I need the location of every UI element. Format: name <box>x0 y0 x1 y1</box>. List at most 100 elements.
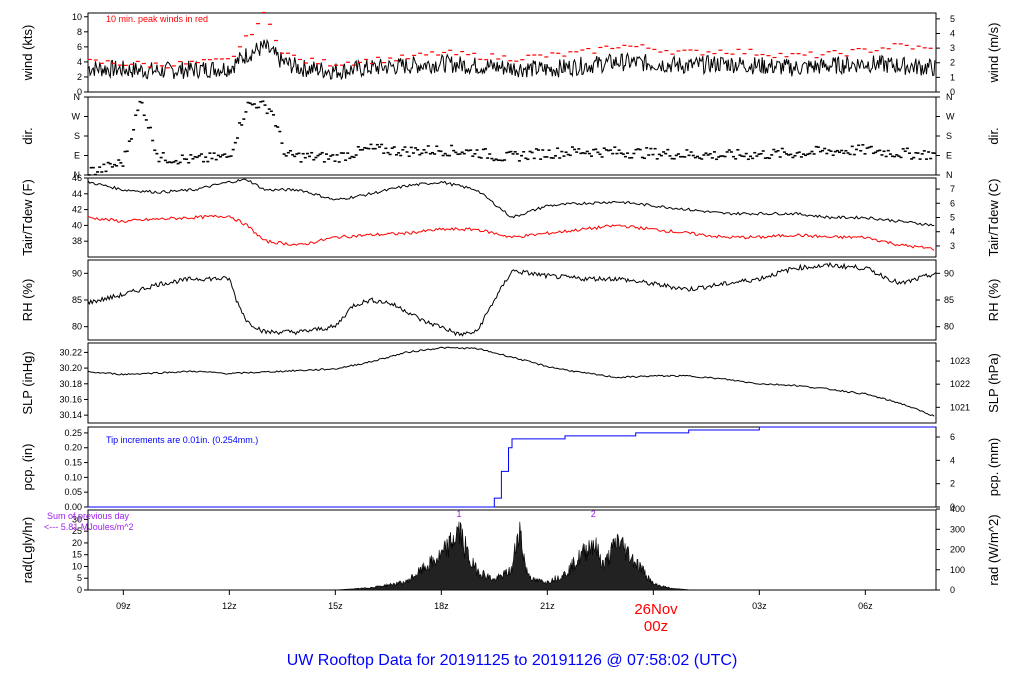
dir-category-label-left: W <box>72 112 81 122</box>
panel-temp: Tair/Tdew (F) Tair/Tdew (C) 38 40 42 44 46 3 4 5 6… <box>20 173 1001 258</box>
wind-ytick-label-right: 5 <box>950 14 955 24</box>
panel-rad-ylabel-right: rad (W/m^2) <box>986 514 1001 585</box>
pcp-ytick-label-right: 2 <box>950 479 955 489</box>
wind-ytick-label-left: 0 <box>77 87 82 97</box>
panel-rad: rad(Lgly/hr) rad (W/m^2)05101520253001002… <box>20 504 1001 595</box>
slp-ytick-label-right: 1021 <box>950 402 970 412</box>
pcp-ytick-label-left: 0.00 <box>64 502 82 512</box>
panel-rh-frame <box>87 259 937 341</box>
rad-ytick-label-left: 0 <box>77 585 82 595</box>
x-tick-label: 15z <box>328 601 343 611</box>
rad-area <box>88 521 936 591</box>
slp-ytick-label-right: 1022 <box>950 379 970 389</box>
dir-category-label-left: N <box>74 170 81 180</box>
slp-ytick-label-right: 1023 <box>950 356 970 366</box>
rh-ytick-label-left: 90 <box>72 268 82 278</box>
temp-ytick-label-right: 4 <box>950 227 955 237</box>
rh-ytick-label-left: 80 <box>72 322 82 332</box>
temp-ytick-label-right: 3 <box>950 241 955 251</box>
x-axis: 09z 12z 15z 18z 21z 03z 06z <box>116 590 873 611</box>
tdew-line <box>87 214 935 251</box>
slp-line <box>87 346 935 417</box>
wind-line <box>87 38 936 81</box>
dir-category-label-left: N <box>74 92 81 102</box>
rad-ytick-label-left: 25 <box>72 526 82 536</box>
wind-ytick-label-right: 2 <box>950 58 955 68</box>
pcp-ytick-label-right: 6 <box>950 432 955 442</box>
wind-ytick-label-right: 3 <box>950 43 955 53</box>
rad-note-line1: Sum of previous day <box>47 511 130 521</box>
rad-ytick-label-right: 0 <box>950 585 955 595</box>
panel-pcp-ylabel-left: pcp. (in) <box>20 444 35 491</box>
x-tick-label: 21z <box>540 601 555 611</box>
pcp-ytick-label-right: 0 <box>950 502 955 512</box>
rad-ytick-label-left: 20 <box>72 538 82 548</box>
dir-category-label-left: S <box>74 131 80 141</box>
dir-category-label-right: S <box>946 131 952 141</box>
panel-slp: SLP (inHg) SLP (hPa) 30.14 30.16 30.18 30.20 3… <box>20 342 1001 424</box>
panel-dir-frame <box>87 96 937 176</box>
x-tick-label: 09z <box>116 601 131 611</box>
panel-temp-ylabel-right: Tair/Tdew (C) <box>986 178 1001 256</box>
temp-ytick-label-right: 7 <box>950 184 955 194</box>
temp-ytick-label-left: 38 <box>72 236 82 246</box>
rad-ytick-label-right: 300 <box>950 524 965 534</box>
x-tick-label: 06z <box>858 601 873 611</box>
panel-wind: wind (kts) wind (m/s) 0 2 4 6 8 10 0 1 2 3 4 5 10 min.… <box>20 12 1001 97</box>
panel-rh-ylabel-left: RH (%) <box>20 279 35 322</box>
rh-ytick-label-right: 85 <box>944 295 954 305</box>
rad-ytick-label-left: 30 <box>72 514 82 524</box>
pcp-ytick-label-left: 0.20 <box>64 443 82 453</box>
date-hour-label: 00z <box>644 618 668 635</box>
pcp-ytick-label-left: 0.10 <box>64 472 82 482</box>
wind-ytick-label-right: 1 <box>950 72 955 82</box>
rad-ytick-label-right: 200 <box>950 545 965 555</box>
panel-temp-frame <box>87 177 937 258</box>
temp-ytick-label-left: 40 <box>72 220 82 230</box>
wind-ytick-label-left: 10 <box>72 12 82 22</box>
x-tick-label: 12z <box>222 601 237 611</box>
panel-dir-ylabel-right: dir. <box>986 127 1001 144</box>
slp-ytick-label-left: 30.20 <box>59 363 82 373</box>
chart-title: UW Rooftop Data for 20191125 to 20191126… <box>287 652 738 669</box>
panel-pcp-ylabel-right: pcp. (mm) <box>986 438 1001 497</box>
panel-slp-ylabel-right: SLP (hPa) <box>986 353 1001 413</box>
gust-markers <box>87 11 933 69</box>
wind-ytick-label-left: 8 <box>77 27 82 37</box>
dir-category-label-right: N <box>946 92 953 102</box>
panel-slp-frame <box>87 342 937 424</box>
x-tick-label: 03z <box>752 601 767 611</box>
wind-ytick-label-right: 4 <box>950 28 955 38</box>
dir-category-label-left: E <box>74 151 80 161</box>
temp-ytick-label-right: 5 <box>950 213 955 223</box>
pcp-ytick-label-right: 4 <box>950 455 955 465</box>
pcp-ytick-label-left: 0.05 <box>64 487 82 497</box>
pcp-note: Tip increments are 0.01in. (0.254mm.) <box>106 435 258 445</box>
dir-category-label-right: N <box>946 170 953 180</box>
wind-ytick-label-left: 4 <box>77 57 82 67</box>
panel-dir-ylabel-left: dir. <box>20 127 35 144</box>
panel-wind-ylabel-right: wind (m/s) <box>986 23 1001 84</box>
wind-ytick-label-left: 2 <box>77 72 82 82</box>
dir-category-label-right: E <box>946 151 952 161</box>
panel-rh-ylabel-right: RH (%) <box>986 279 1001 322</box>
panel-pcp: pcp. (in) pcp. (mm) 0.00 0.05 0.10 0.15 0.20 0.… <box>20 426 1001 512</box>
date-label: 26Nov <box>634 601 678 618</box>
rad-ytick-label-left: 10 <box>72 561 82 571</box>
panel-wind-ylabel-left: wind (kts) <box>20 25 35 82</box>
rad-marker-1: 1 <box>456 509 461 519</box>
rad-ytick-label-left: 15 <box>72 550 82 560</box>
pcp-line <box>88 426 936 508</box>
slp-ytick-label-left: 30.14 <box>59 410 82 420</box>
rh-ytick-label-left: 85 <box>72 295 82 305</box>
dir-points <box>87 100 937 176</box>
panel-wind-frame <box>87 12 937 93</box>
temp-ytick-label-right: 6 <box>950 198 955 208</box>
panel-slp-ylabel-left: SLP (inHg) <box>20 351 35 414</box>
panel-pcp-frame <box>87 426 937 508</box>
panel-rh: RH (%) RH (%) 80 85 90 80 85 90 <box>20 259 1001 341</box>
rh-ytick-label-right: 80 <box>944 322 954 332</box>
slp-ytick-label-left: 30.16 <box>59 394 82 404</box>
wind-ytick-label-right: 0 <box>950 87 955 97</box>
